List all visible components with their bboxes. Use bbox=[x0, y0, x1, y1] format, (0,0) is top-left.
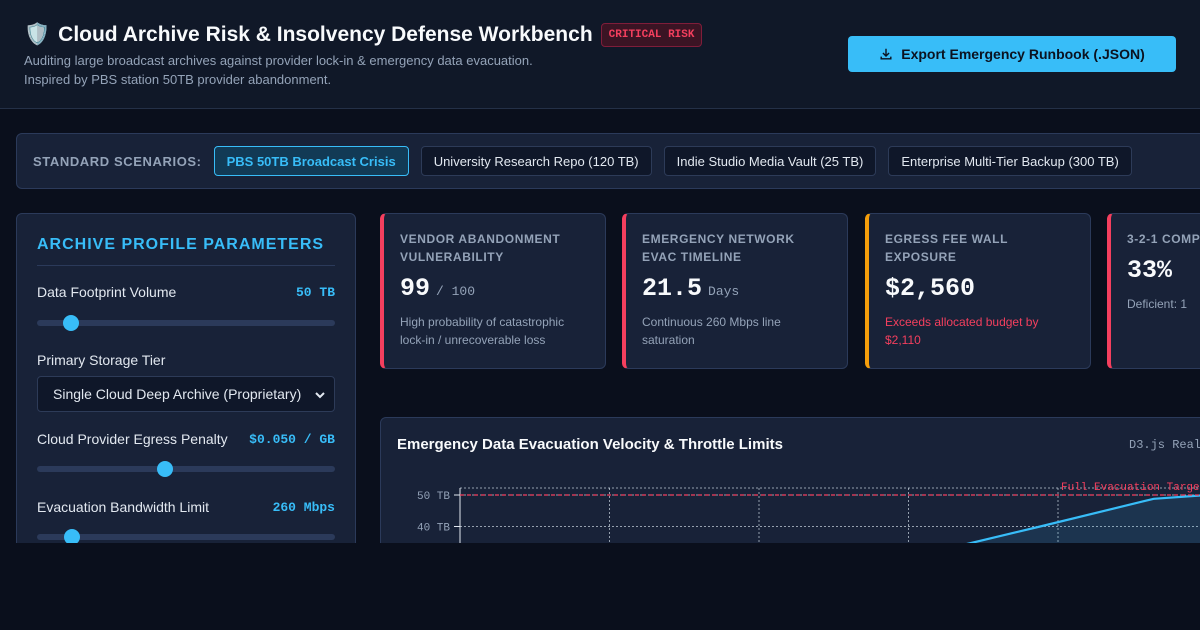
scenario-enterprise-button[interactable]: Enterprise Multi-Tier Backup (300 TB) bbox=[888, 146, 1132, 176]
card-value-row: 99 / 100 bbox=[400, 274, 589, 303]
bandwidth-slider-thumb[interactable] bbox=[64, 529, 81, 545]
egress-exposure-card: EGRESS FEE WALL EXPOSURE $2,560 Exceeds … bbox=[865, 213, 1091, 369]
card-value: 99 bbox=[400, 274, 431, 303]
risk-status-badge: CRITICAL RISK bbox=[600, 23, 703, 47]
footprint-label: Data Footprint Volume bbox=[37, 284, 177, 300]
scenarios-label: STANDARD SCENARIOS: bbox=[33, 153, 202, 169]
storage-tier-value: Single Cloud Deep Archive (Proprietary) bbox=[53, 386, 302, 402]
egress-slider[interactable] bbox=[37, 461, 335, 477]
subtitle-line-2: Inspired by PBS station 50TB provider ab… bbox=[24, 72, 332, 87]
card-value-row: 33% bbox=[1127, 256, 1200, 285]
download-icon bbox=[880, 48, 892, 60]
bandwidth-label: Evacuation Bandwidth Limit bbox=[37, 499, 209, 515]
scenario-pbs-button[interactable]: PBS 50TB Broadcast Crisis bbox=[213, 146, 409, 176]
y-tick-labels: 50 TB 40 TB bbox=[417, 491, 460, 535]
chart-engine-tag: D3.js Realtime bbox=[1129, 438, 1200, 452]
app-header: 🛡️ Cloud Archive Risk & Insolvency Defen… bbox=[0, 0, 1200, 109]
export-runbook-label: Export Emergency Runbook (.JSON) bbox=[901, 46, 1145, 62]
y-tick-label: 40 TB bbox=[417, 523, 450, 535]
card-note: High probability of catastrophic lock-in… bbox=[400, 315, 565, 347]
page-bottom bbox=[0, 543, 1200, 630]
page-title: Cloud Archive Risk & Insolvency Defense … bbox=[58, 23, 593, 46]
y-tick-label: 50 TB bbox=[417, 491, 450, 503]
bandwidth-slider[interactable] bbox=[37, 529, 335, 545]
archive-profile-panel: ARCHIVE PROFILE PARAMETERS Data Footprin… bbox=[16, 213, 356, 553]
card-unit: Days bbox=[708, 284, 740, 299]
title-row: 🛡️ Cloud Archive Risk & Insolvency Defen… bbox=[24, 22, 703, 48]
egress-value: $0.050 / GB bbox=[249, 432, 335, 447]
chart-title: Emergency Data Evacuation Velocity & Thr… bbox=[397, 436, 783, 453]
footprint-slider[interactable] bbox=[37, 315, 335, 331]
card-title: 3-2-1 COMPLIANCE bbox=[1127, 232, 1200, 246]
card-note: Deficient: 1 bbox=[1127, 297, 1188, 311]
footprint-value: 50 TB bbox=[295, 285, 335, 300]
card-value: 21.5 bbox=[642, 274, 703, 303]
egress-label: Cloud Provider Egress Penalty bbox=[37, 431, 228, 447]
card-title: VENDOR ABANDONMENT VULNERABILITY bbox=[400, 232, 561, 264]
export-runbook-button[interactable]: Export Emergency Runbook (.JSON) bbox=[848, 36, 1176, 72]
scenario-bar: STANDARD SCENARIOS: PBS 50TB Broadcast C… bbox=[16, 133, 1200, 189]
card-title: EGRESS FEE WALL EXPOSURE bbox=[885, 232, 1008, 264]
panel-title: ARCHIVE PROFILE PARAMETERS bbox=[37, 236, 335, 266]
page-subtitle: Auditing large broadcast archives agains… bbox=[24, 51, 533, 89]
grid-vertical bbox=[460, 487, 1200, 578]
card-value-row: 21.5 Days bbox=[642, 274, 831, 303]
target-label: Full Evacuation Target bbox=[1061, 482, 1200, 494]
storage-tier-select[interactable]: Single Cloud Deep Archive (Proprietary) bbox=[37, 376, 335, 412]
card-note: Exceeds allocated budget by $2,110 bbox=[885, 315, 1039, 347]
subtitle-line-1: Auditing large broadcast archives agains… bbox=[24, 53, 533, 68]
card-value: $2,560 bbox=[885, 274, 976, 303]
shield-icon: 🛡️ bbox=[24, 23, 51, 46]
card-note: Continuous 260 Mbps line saturation bbox=[642, 315, 781, 347]
vulnerability-card: VENDOR ABANDONMENT VULNERABILITY 99 / 10… bbox=[380, 213, 606, 369]
card-unit: / 100 bbox=[436, 284, 476, 299]
compliance-card: 3-2-1 COMPLIANCE 33% Deficient: 1 bbox=[1107, 213, 1200, 369]
footprint-slider-thumb[interactable] bbox=[63, 315, 80, 331]
scenario-university-button[interactable]: University Research Repo (120 TB) bbox=[420, 146, 652, 176]
card-value: 33% bbox=[1127, 256, 1173, 285]
card-value-row: $2,560 bbox=[885, 274, 1074, 303]
egress-slider-thumb[interactable] bbox=[157, 461, 174, 477]
scenario-indie-studio-button[interactable]: Indie Studio Media Vault (25 TB) bbox=[663, 146, 877, 176]
card-title: EMERGENCY NETWORK EVAC TIMELINE bbox=[642, 232, 795, 264]
chevron-down-icon bbox=[315, 392, 325, 399]
bandwidth-value: 260 Mbps bbox=[272, 500, 335, 515]
tier-label: Primary Storage Tier bbox=[37, 352, 166, 368]
evac-timeline-card: EMERGENCY NETWORK EVAC TIMELINE 21.5 Day… bbox=[622, 213, 848, 369]
